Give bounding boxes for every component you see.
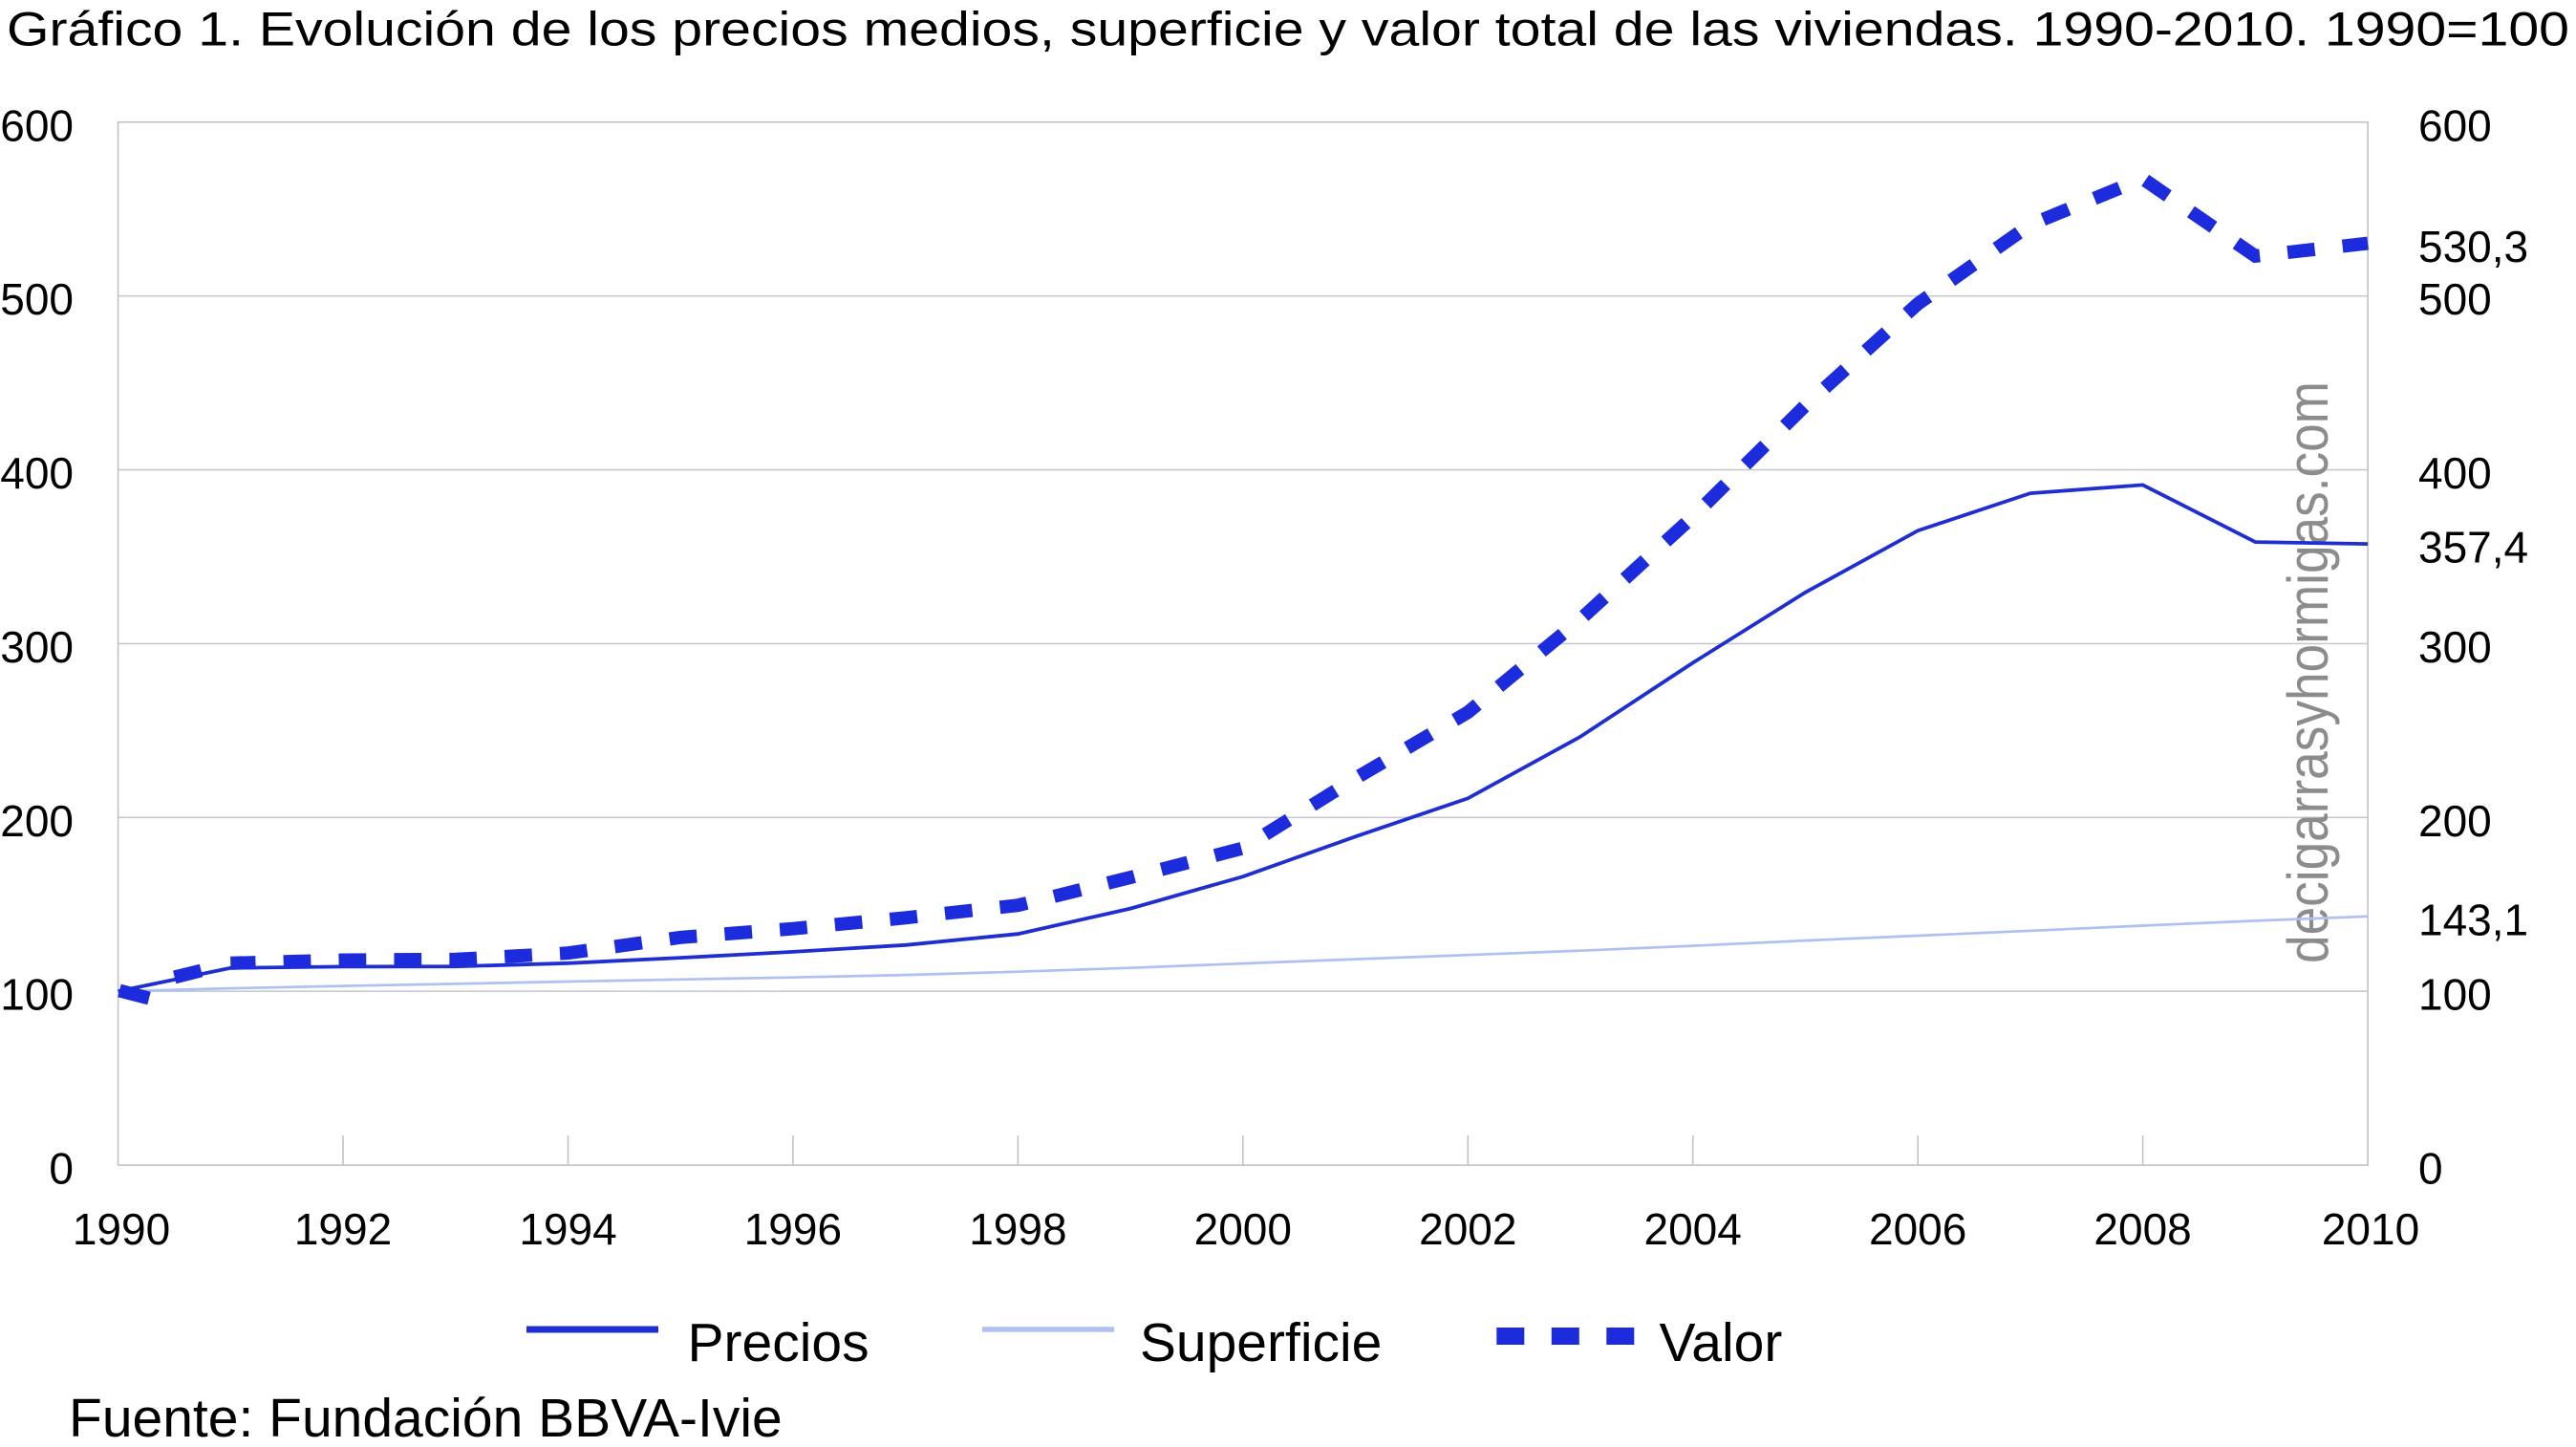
svg-text:600: 600 [2418,100,2492,150]
svg-text:0: 0 [49,1144,74,1194]
svg-text:100: 100 [0,970,74,1020]
svg-text:530,3: 530,3 [2418,222,2528,271]
svg-text:1994: 1994 [519,1204,616,1254]
svg-text:Gráfico 1. Evolución de los pr: Gráfico 1. Evolución de los precios medi… [7,3,2569,56]
svg-text:Fuente: Fundación BBVA-Ivie: Fuente: Fundación BBVA-Ivie [69,1388,783,1447]
svg-text:300: 300 [2418,622,2492,672]
svg-text:400: 400 [0,448,74,498]
svg-text:357,4: 357,4 [2418,523,2528,572]
svg-text:100: 100 [2418,970,2492,1020]
svg-text:1990: 1990 [73,1204,170,1254]
svg-text:2010: 2010 [2322,1204,2419,1254]
svg-text:1996: 1996 [744,1204,842,1254]
svg-text:500: 500 [2418,274,2492,324]
svg-text:Superficie: Superficie [1140,1312,1382,1373]
svg-text:200: 200 [0,796,74,846]
svg-text:200: 200 [2418,796,2492,846]
svg-text:0: 0 [2418,1144,2443,1194]
svg-text:143,1: 143,1 [2418,895,2528,944]
svg-text:Valor: Valor [1660,1312,1783,1373]
svg-text:2002: 2002 [1419,1204,1516,1254]
svg-text:2004: 2004 [1644,1204,1742,1254]
svg-text:Precios: Precios [688,1312,869,1373]
svg-text:2000: 2000 [1194,1204,1292,1254]
svg-text:400: 400 [2418,448,2492,498]
svg-text:300: 300 [0,622,74,672]
svg-text:600: 600 [0,100,74,150]
svg-text:2008: 2008 [2093,1204,2191,1254]
svg-text:1992: 1992 [294,1204,392,1254]
svg-text:500: 500 [0,274,74,324]
svg-text:1998: 1998 [969,1204,1066,1254]
svg-text:decigarrasyhormigas.com: decigarrasyhormigas.com [2276,381,2340,963]
svg-text:2006: 2006 [1869,1204,1966,1254]
